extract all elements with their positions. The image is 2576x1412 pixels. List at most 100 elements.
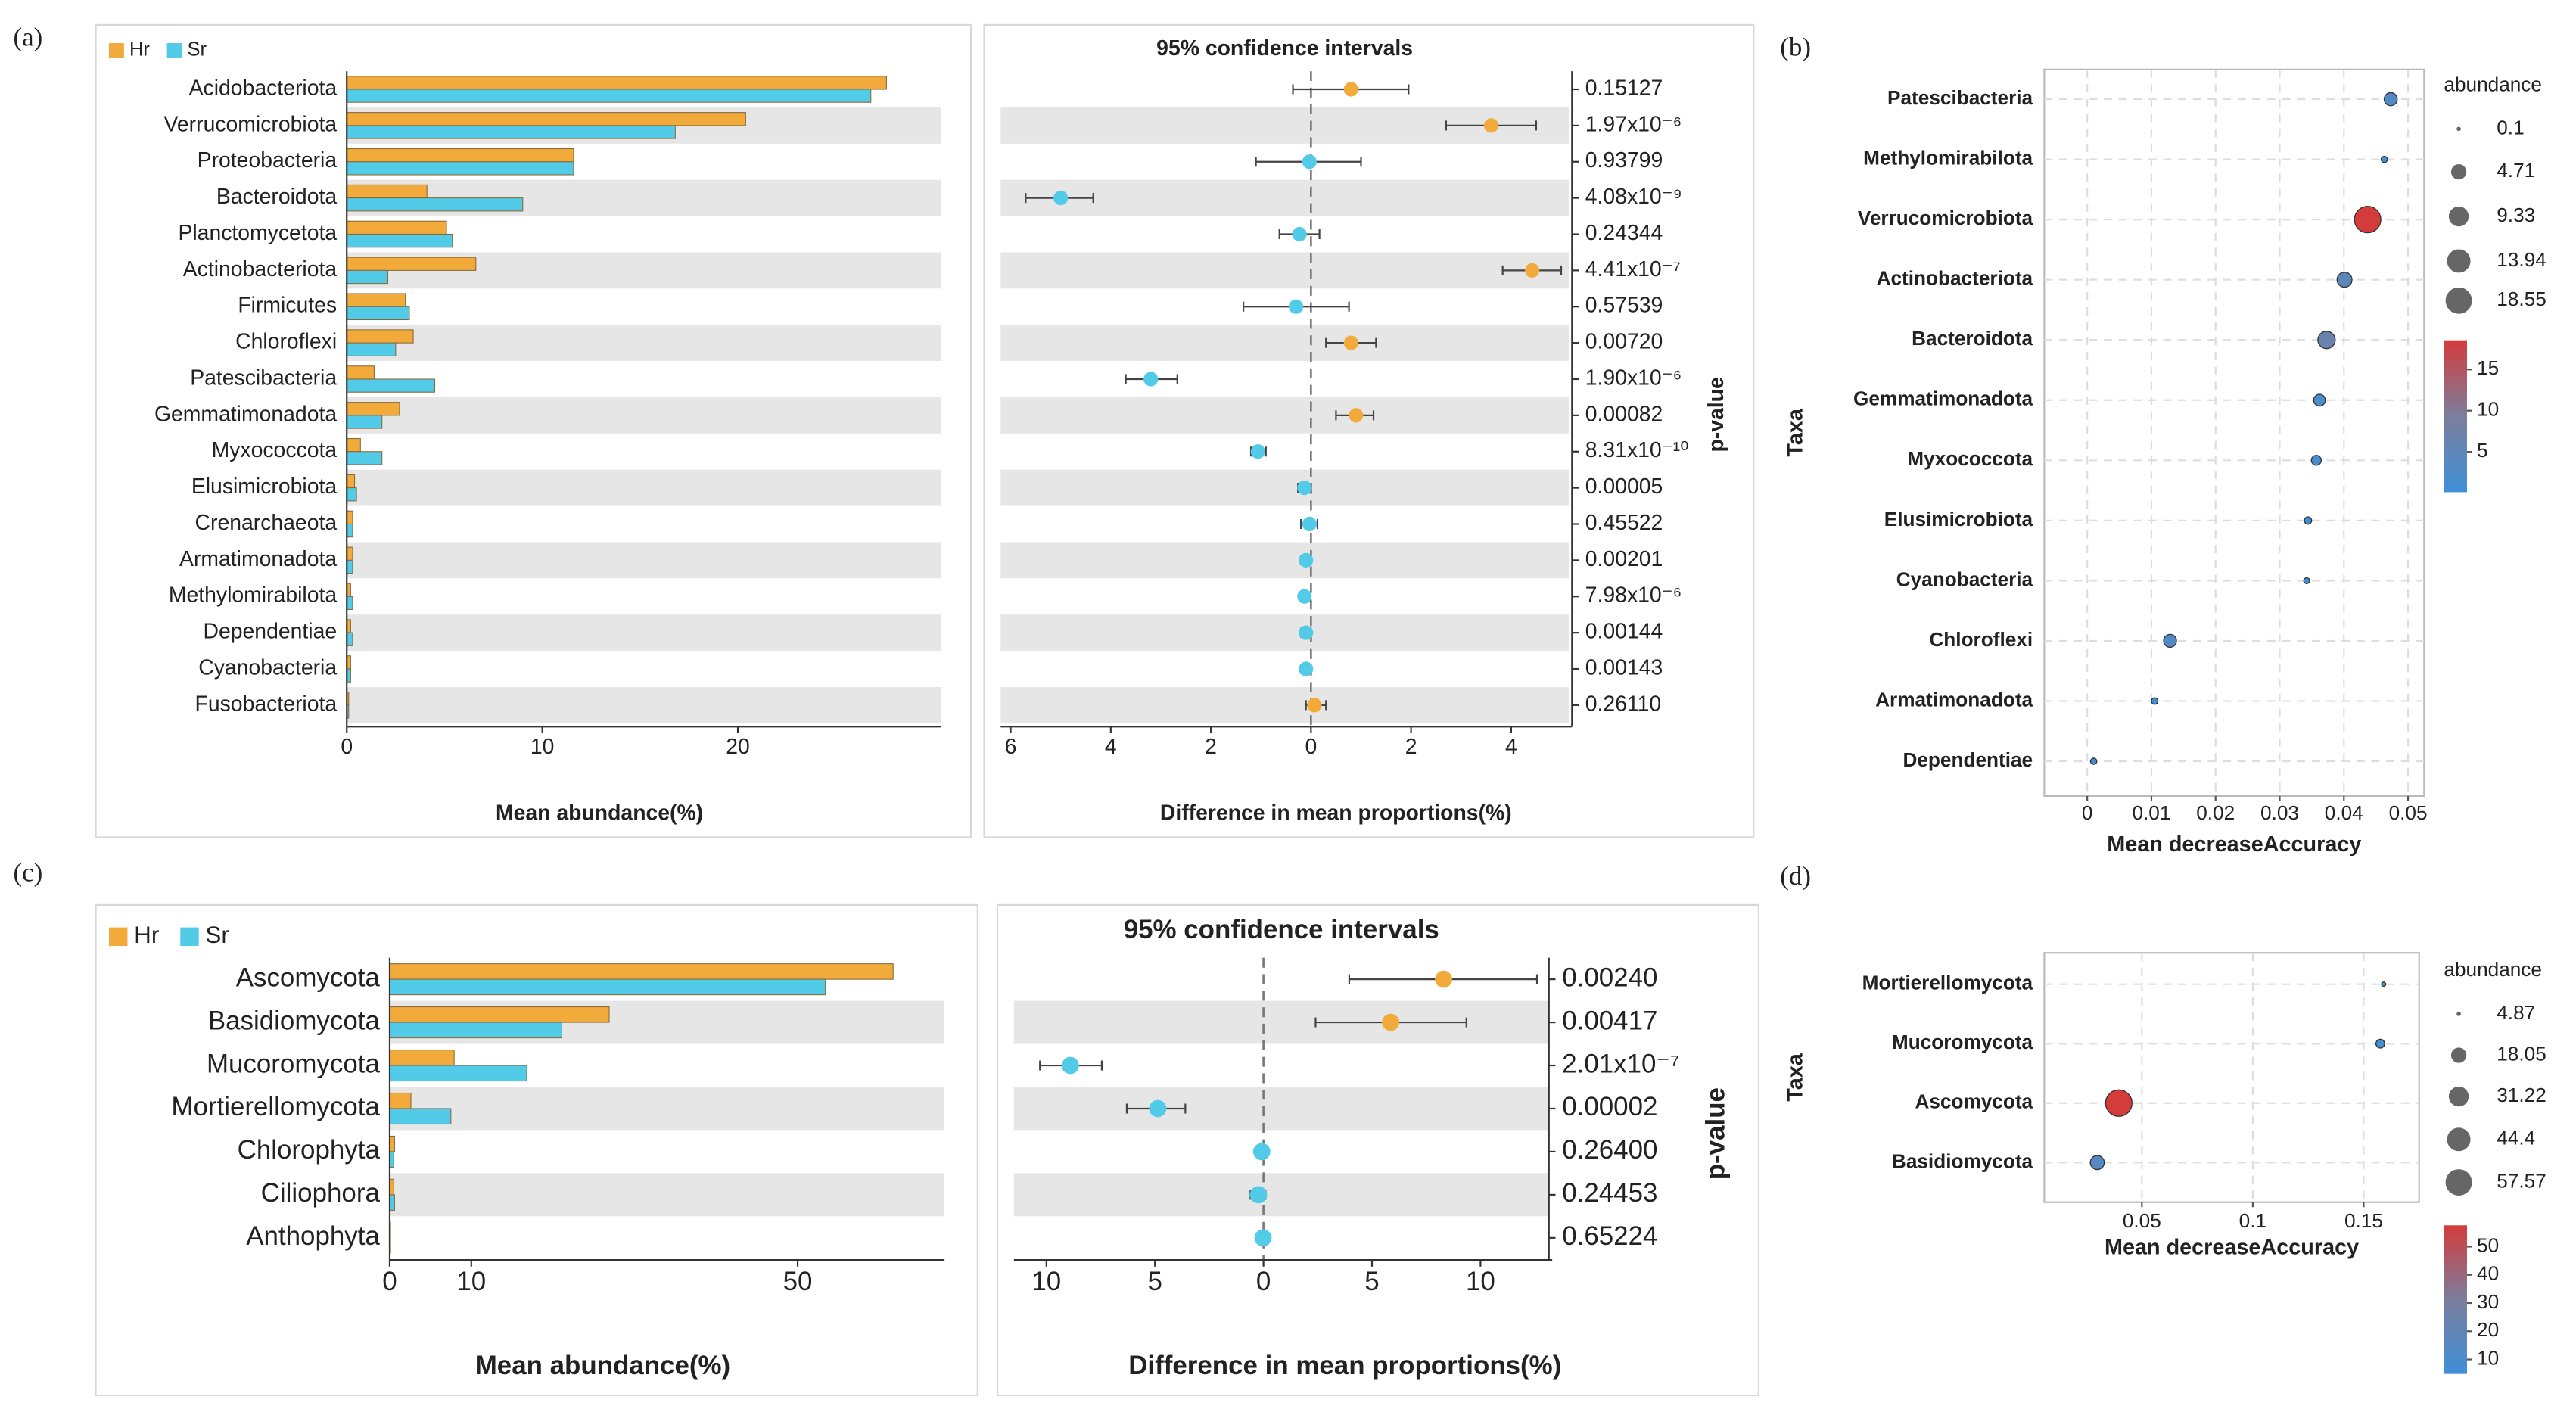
mean-point	[1299, 625, 1314, 640]
x-tick-label: 0.04	[2325, 801, 2363, 824]
bar	[389, 963, 894, 980]
bar	[346, 437, 361, 453]
legend-label: 31.22	[2497, 1084, 2546, 1106]
legend-bubble	[2448, 206, 2469, 227]
row-stripe	[389, 1087, 945, 1131]
bar	[346, 523, 353, 538]
category-label: Crenarchaeota	[195, 511, 338, 535]
y-axis-label: p-value	[1701, 1087, 1731, 1180]
legend-bubble	[2450, 1047, 2467, 1063]
p-value: 4.41x10⁻⁷	[1585, 257, 1681, 281]
legend-bubble	[2456, 1012, 2461, 1016]
row-stripe	[1000, 252, 1569, 289]
category-label: Cyanobacteria	[1896, 568, 2033, 590]
x-tick-label: 2	[1205, 735, 1217, 759]
x-tick-label: 10	[456, 1267, 486, 1296]
colorbar-label: 5	[2477, 439, 2488, 462]
x-axis-label: Mean decreaseAccuracy	[2105, 1235, 2359, 1259]
p-value: 0.24453	[1562, 1178, 1657, 1208]
row-stripe	[347, 686, 941, 723]
mean-point	[1435, 970, 1453, 988]
row-stripe	[1013, 1087, 1549, 1131]
p-value: 0.00143	[1585, 655, 1663, 680]
category-label: Patescibacteria	[190, 365, 337, 390]
p-value: 0.00144	[1585, 620, 1663, 644]
p-value: 0.24344	[1585, 221, 1663, 245]
category-label: Chlorophyta	[238, 1135, 381, 1165]
legend-bubble	[2447, 1127, 2471, 1152]
p-value: 0.26110	[1585, 692, 1661, 716]
x-tick-label: 0.1	[2239, 1209, 2266, 1232]
bubble	[2317, 331, 2336, 350]
mean-point	[1143, 372, 1159, 387]
row-stripe	[1000, 179, 1569, 216]
mean-point	[1254, 1229, 1272, 1247]
bar	[346, 306, 410, 321]
p-value: 0.00005	[1585, 474, 1663, 499]
x-tick-label: 0.02	[2196, 801, 2235, 824]
x-tick-label: 0	[382, 1267, 397, 1296]
legend-label: 13.94	[2497, 248, 2546, 271]
x-tick-label: 4	[1505, 735, 1517, 759]
legend-bubble	[2445, 287, 2472, 314]
mean-point	[1307, 698, 1322, 713]
category-label: Dependentiae	[204, 620, 338, 644]
p-value: 1.90x10⁻⁶	[1585, 365, 1682, 390]
y-axis-label: Taxa	[1784, 1053, 1808, 1101]
legend-label: Hr	[129, 39, 150, 61]
p-value: 0.00240	[1562, 963, 1657, 992]
mean-point	[1250, 444, 1265, 459]
colorbar-label: 30	[2477, 1290, 2499, 1313]
bubble	[2354, 206, 2382, 234]
category-label: Methylomirabilota	[169, 583, 337, 608]
legend-label: Sr	[188, 39, 207, 61]
category-label: Armatimonadota	[1875, 688, 2033, 711]
bar	[389, 1022, 563, 1039]
bar	[389, 978, 826, 996]
p-value: 0.15127	[1585, 76, 1663, 100]
mean-point	[1297, 589, 1312, 604]
colorbar-label: 40	[2477, 1262, 2499, 1285]
category-label: Actinobacteriota	[1877, 267, 2033, 290]
panel-frame	[983, 23, 1755, 838]
legend-bubble	[2445, 1169, 2472, 1196]
x-tick-label: 0.05	[2123, 1209, 2161, 1232]
bubble	[2163, 633, 2177, 648]
x-tick-label: 0	[341, 735, 353, 759]
p-value: 0.57539	[1585, 294, 1663, 318]
legend-label: 18.55	[2497, 288, 2546, 310]
legend-label: 0.1	[2497, 116, 2524, 138]
legend-label: 9.33	[2497, 204, 2535, 226]
x-tick-label: 0	[1305, 735, 1317, 759]
p-value: 1.97x10⁻⁶	[1585, 112, 1682, 136]
category-label: Firmicutes	[238, 294, 337, 318]
p-value: 0.00201	[1585, 547, 1663, 571]
bar	[346, 365, 375, 380]
p-value: 0.00417	[1562, 1006, 1657, 1035]
row-stripe	[1000, 686, 1569, 723]
mean-point	[1252, 1143, 1271, 1161]
chart-title: 95% confidence intervals	[1124, 915, 1439, 944]
category-label: Mucoromycota	[1892, 1031, 2033, 1053]
bubble	[2105, 1089, 2133, 1117]
colorbar-label: 10	[2477, 1346, 2499, 1369]
category-label: Anthophyta	[246, 1221, 380, 1251]
row-stripe	[389, 1173, 945, 1217]
legend-label: Hr	[134, 922, 159, 948]
category-label: Methylomirabilota	[1863, 147, 2033, 170]
panel-frame	[95, 23, 972, 838]
x-tick-label: 10	[1466, 1267, 1495, 1296]
x-tick-label: 10	[1031, 1267, 1061, 1296]
p-value: 0.26400	[1562, 1135, 1657, 1165]
mean-point	[1061, 1056, 1079, 1075]
colorbar	[2444, 340, 2467, 493]
legend-label: 4.71	[2497, 159, 2535, 182]
bar	[346, 546, 353, 561]
p-value: 0.00720	[1585, 330, 1663, 354]
legend-bubble	[2447, 249, 2471, 273]
x-tick-label: 0.03	[2260, 801, 2299, 824]
x-tick-label: 20	[726, 735, 750, 759]
legend-title: abundance	[2444, 958, 2542, 981]
mean-point	[1053, 191, 1069, 206]
bar	[346, 125, 676, 139]
